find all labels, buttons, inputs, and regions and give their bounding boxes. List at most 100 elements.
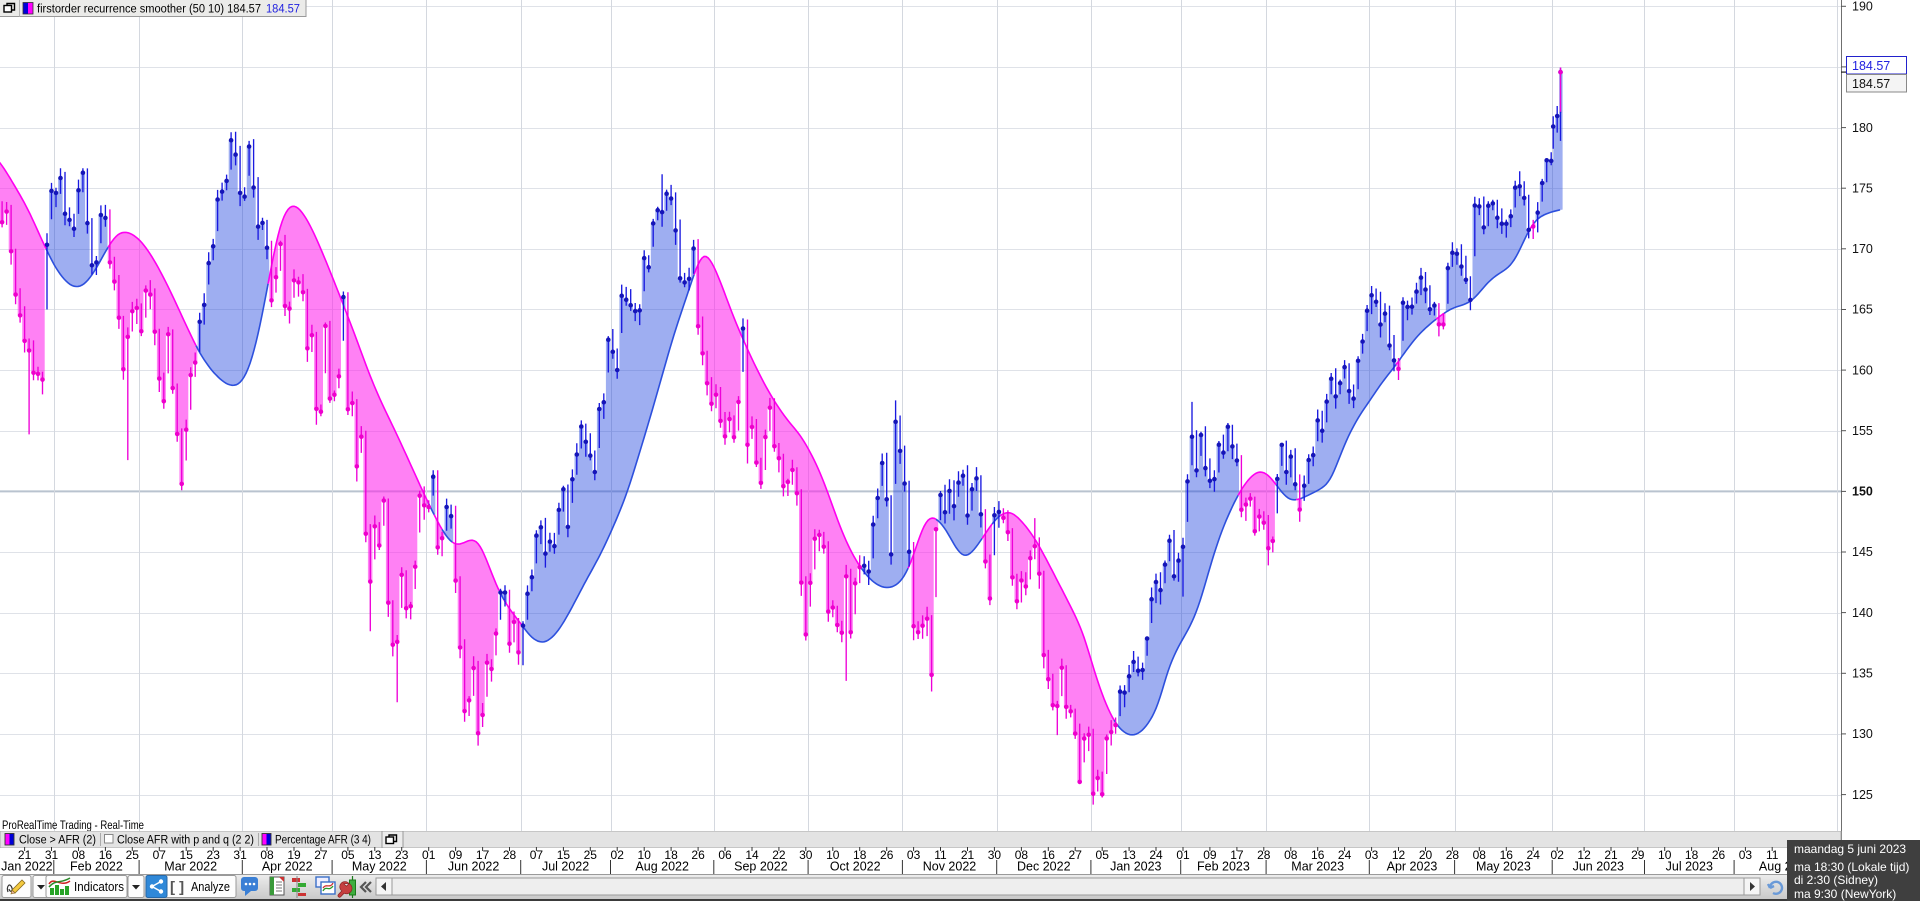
svg-text:08: 08 [260, 848, 274, 862]
svg-text:11: 11 [1766, 848, 1779, 862]
svg-text:Sep 2022: Sep 2022 [734, 860, 788, 874]
svg-text:ProRealTime Trading - Real-Tim: ProRealTime Trading - Real-Time [2, 818, 144, 832]
svg-text:Nov 2022: Nov 2022 [923, 860, 977, 874]
svg-text:08: 08 [1015, 848, 1029, 862]
svg-text:Jan 2022: Jan 2022 [1, 860, 52, 874]
svg-text:16: 16 [99, 848, 113, 862]
svg-text:29: 29 [1631, 848, 1645, 862]
svg-text:Feb 2023: Feb 2023 [1197, 860, 1250, 874]
svg-text:16: 16 [1042, 848, 1056, 862]
svg-text:184.57: 184.57 [1852, 77, 1890, 91]
svg-text:05: 05 [341, 848, 355, 862]
svg-text:13: 13 [1122, 848, 1136, 862]
svg-text:28: 28 [503, 848, 517, 862]
svg-text:23: 23 [395, 848, 409, 862]
svg-text:160: 160 [1852, 363, 1873, 377]
svg-text:10: 10 [638, 848, 652, 862]
svg-text:28: 28 [1446, 848, 1460, 862]
svg-text:24: 24 [1527, 848, 1541, 862]
svg-text:10: 10 [826, 848, 840, 862]
svg-text:Jun 2023: Jun 2023 [1573, 860, 1624, 874]
svg-text:14: 14 [745, 848, 759, 862]
svg-text:18: 18 [853, 848, 867, 862]
svg-text:26: 26 [880, 848, 894, 862]
svg-text:Mar 2022: Mar 2022 [164, 860, 217, 874]
svg-text:Apr 2022: Apr 2022 [262, 860, 313, 874]
svg-text:13: 13 [368, 848, 382, 862]
svg-text:18: 18 [1685, 848, 1699, 862]
svg-text:12: 12 [1577, 848, 1591, 862]
svg-text:175: 175 [1852, 181, 1873, 195]
svg-text:Close > AFR (2): Close > AFR (2) [19, 833, 96, 847]
svg-text:07: 07 [153, 848, 167, 862]
svg-text:145: 145 [1852, 545, 1873, 559]
svg-text:23: 23 [207, 848, 221, 862]
svg-text:18: 18 [664, 848, 678, 862]
svg-text:Indicators: Indicators [74, 880, 124, 894]
svg-text:03: 03 [1739, 848, 1753, 862]
svg-text:Close AFR with p and q (2 2): Close AFR with p and q (2 2) [117, 833, 254, 847]
svg-text:22: 22 [772, 848, 786, 862]
svg-text:21: 21 [18, 848, 32, 862]
svg-text:28: 28 [1257, 848, 1271, 862]
svg-text:02: 02 [1551, 848, 1565, 862]
svg-text:Aug 2022: Aug 2022 [635, 860, 689, 874]
svg-text:16: 16 [1311, 848, 1325, 862]
svg-text:15: 15 [557, 848, 571, 862]
svg-text:21: 21 [961, 848, 975, 862]
svg-text:06: 06 [718, 848, 732, 862]
svg-text:[ ]: [ ] [170, 879, 184, 896]
svg-text:11: 11 [934, 848, 947, 862]
svg-text:184.57: 184.57 [266, 2, 300, 16]
svg-text:27: 27 [1069, 848, 1083, 862]
svg-text:01: 01 [422, 848, 436, 862]
svg-text:170: 170 [1852, 242, 1873, 256]
svg-text:24: 24 [1338, 848, 1352, 862]
svg-text:Analyze: Analyze [191, 880, 230, 894]
svg-text:10: 10 [1658, 848, 1672, 862]
svg-text:140: 140 [1852, 606, 1873, 620]
svg-text:08: 08 [1284, 848, 1298, 862]
svg-text:27: 27 [314, 848, 328, 862]
svg-text:30: 30 [988, 848, 1002, 862]
svg-text:31: 31 [233, 848, 247, 862]
svg-text:26: 26 [691, 848, 705, 862]
svg-text:May 2022: May 2022 [352, 860, 407, 874]
svg-text:155: 155 [1852, 424, 1873, 438]
svg-text:12: 12 [1392, 848, 1406, 862]
svg-text:Jan 2023: Jan 2023 [1110, 860, 1161, 874]
svg-text:26: 26 [1712, 848, 1726, 862]
svg-text:180: 180 [1852, 121, 1873, 135]
svg-text:20: 20 [1419, 848, 1433, 862]
svg-text:17: 17 [476, 848, 490, 862]
svg-text:150: 150 [1852, 485, 1873, 499]
svg-text:30: 30 [799, 848, 813, 862]
svg-text:Percentage AFR (3 4): Percentage AFR (3 4) [275, 833, 371, 847]
svg-text:25: 25 [126, 848, 140, 862]
svg-text:Mar 2023: Mar 2023 [1291, 860, 1344, 874]
svg-text:03: 03 [907, 848, 921, 862]
svg-text:21: 21 [1604, 848, 1618, 862]
svg-text:25: 25 [584, 848, 598, 862]
svg-text:184.57: 184.57 [1852, 59, 1890, 73]
svg-text:31: 31 [45, 848, 59, 862]
svg-text:165: 165 [1852, 303, 1873, 317]
svg-text:16: 16 [1500, 848, 1514, 862]
svg-text:08: 08 [72, 848, 86, 862]
svg-text:03: 03 [1365, 848, 1379, 862]
svg-text:Dec 2022: Dec 2022 [1017, 860, 1071, 874]
svg-text:130: 130 [1852, 727, 1873, 741]
svg-text:Jul 2022: Jul 2022 [542, 860, 589, 874]
svg-text:Jul 2023: Jul 2023 [1666, 860, 1713, 874]
svg-text:125: 125 [1852, 788, 1873, 802]
svg-text:17: 17 [1230, 848, 1244, 862]
svg-text:07: 07 [530, 848, 544, 862]
svg-text:Apr 2023: Apr 2023 [1387, 860, 1438, 874]
svg-text:05: 05 [1096, 848, 1110, 862]
svg-text:08: 08 [1473, 848, 1487, 862]
svg-text:Oct 2022: Oct 2022 [830, 860, 881, 874]
svg-text:firstorder recurrence smoother: firstorder recurrence smoother (50 10) 1… [37, 2, 261, 16]
svg-text:May 2023: May 2023 [1476, 860, 1531, 874]
svg-text:Jun 2022: Jun 2022 [448, 860, 499, 874]
svg-text:135: 135 [1852, 667, 1873, 681]
